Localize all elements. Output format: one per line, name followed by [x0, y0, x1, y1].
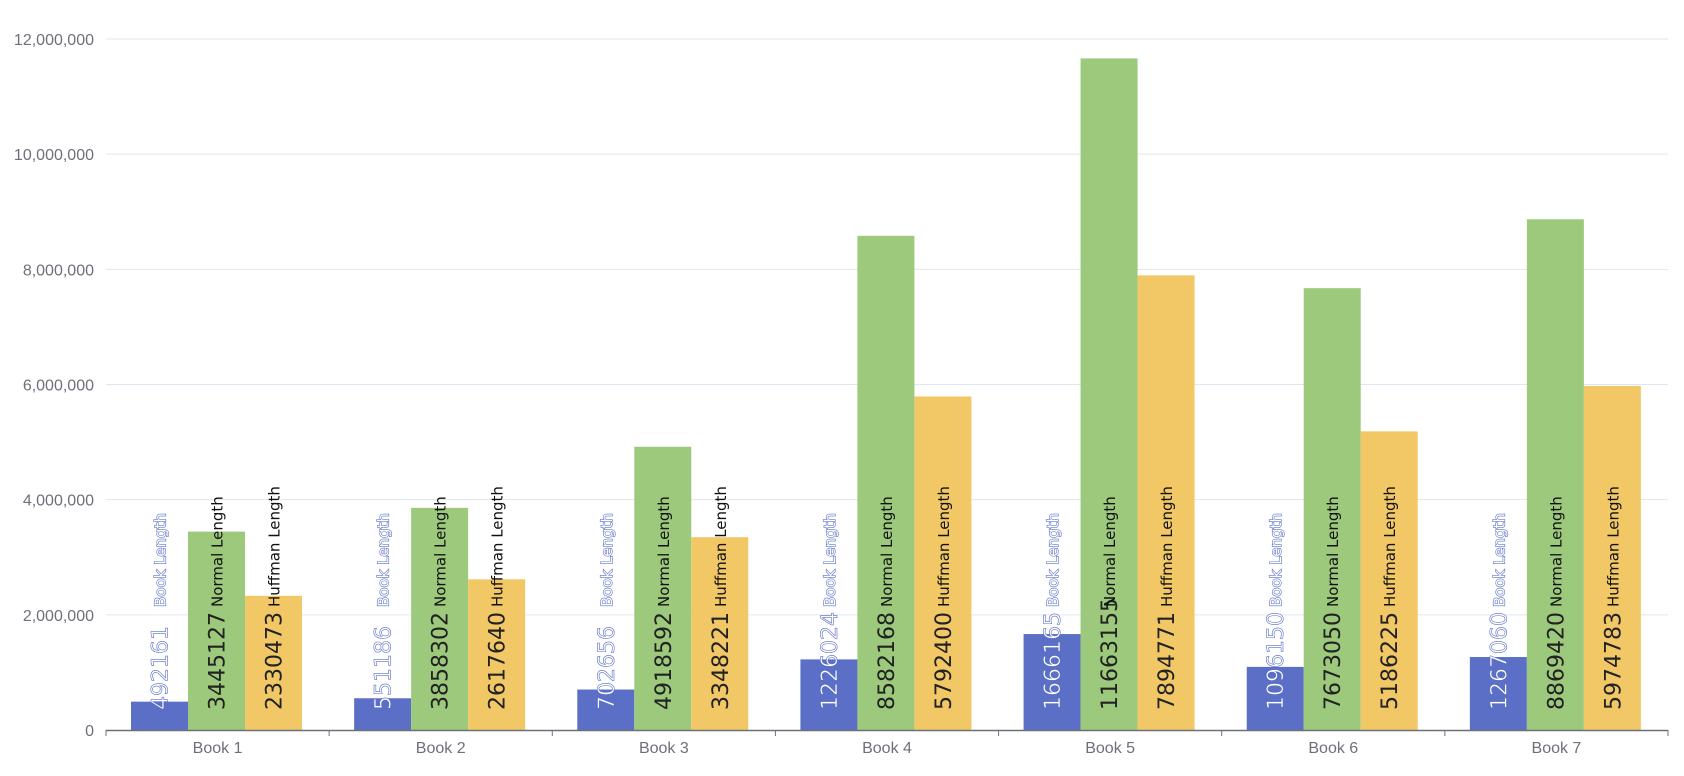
bar-series-label: Normal Length: [1101, 496, 1119, 607]
y-tick-label: 12,000,000: [14, 32, 94, 49]
x-tick-label: Book 2: [416, 740, 466, 757]
x-tick-label: Book 3: [639, 740, 689, 757]
bar-series-label: Huffman Length: [712, 486, 730, 607]
bar: [691, 537, 749, 730]
bar-series-label: Book Length: [1267, 513, 1285, 607]
x-tick-label: Book 1: [193, 740, 243, 757]
y-tick-label: 8,000,000: [23, 262, 94, 279]
bar-series-label: Huffman Length: [935, 486, 953, 607]
bar-value-label: 11663155: [1098, 598, 1123, 710]
bar-series-label: Book Length: [375, 513, 393, 607]
bar-series-label: Book Length: [1044, 513, 1062, 607]
x-tick-label: Book 4: [862, 740, 912, 757]
bar: [1303, 288, 1361, 730]
bar-series-label: Normal Length: [655, 496, 673, 607]
bar-value-label: 1267060: [1487, 612, 1512, 710]
bar-series-label: Huffman Length: [1604, 486, 1622, 607]
y-tick-label: 10,000,000: [14, 147, 94, 164]
bar: [188, 531, 245, 730]
bar-series-label: Book Length: [598, 513, 616, 607]
bar: [1360, 431, 1418, 730]
bar-value-label: 5974783: [1601, 612, 1626, 710]
bar-value-label: 8869420: [1544, 612, 1569, 710]
bar-value-label: 2617640: [486, 612, 511, 710]
bar-value-label: 7673050: [1321, 612, 1346, 710]
bar-series-label: Normal Length: [432, 496, 450, 607]
bar-value-label: 3348221: [709, 612, 734, 710]
bar-series-label: Book Length: [152, 513, 170, 607]
bar-series-label: Book Length: [821, 513, 839, 607]
bar-value-label: 3858302: [429, 612, 454, 710]
x-tick-label: Book 6: [1308, 740, 1358, 757]
bar-series-label: Normal Length: [878, 496, 896, 607]
y-tick-label: 6,000,000: [23, 378, 94, 395]
bar-value-label: 5186225: [1378, 612, 1403, 710]
bar: [1080, 58, 1138, 730]
bar: [1526, 219, 1584, 730]
y-axis: 0 2,000,000 4,000,000 6,000,000 8,000,000 10,…: [14, 32, 94, 740]
bars: [131, 58, 1641, 730]
bar: [411, 507, 469, 730]
y-tick-label: 0: [85, 723, 94, 740]
bar-series-label: Normal Length: [209, 496, 227, 607]
bar: [245, 595, 302, 730]
bar-value-label: 8582168: [875, 612, 900, 710]
bar-series-label: Book Length: [1490, 513, 1508, 607]
bar-value-label: 2330473: [263, 612, 288, 710]
bar: [914, 396, 972, 730]
bar-value-label: 4918592: [652, 612, 677, 710]
bar-series-label: Normal Length: [1324, 496, 1342, 607]
x-tick-label: Book 7: [1532, 740, 1582, 757]
bar: [800, 659, 858, 730]
bar: [468, 579, 526, 730]
bar: [857, 235, 915, 730]
bar-value-label: 1666165: [1041, 612, 1066, 710]
bar: [577, 689, 635, 730]
bar: [634, 446, 692, 730]
bar-value-label: 1226024: [818, 612, 843, 710]
bar-series-label: Normal Length: [1547, 496, 1565, 607]
bar-series-label: Huffman Length: [1381, 486, 1399, 607]
bar: [1246, 666, 1304, 730]
bar: [354, 698, 412, 730]
bar: [1469, 657, 1527, 730]
bar-value-label: 702656: [595, 626, 620, 710]
bar: [131, 701, 188, 730]
bar: [1583, 385, 1641, 730]
bar: [1023, 634, 1081, 730]
bar-series-label: Huffman Length: [1158, 486, 1176, 607]
bar-value-label: 551186: [372, 626, 397, 710]
bar-value-label: 7894771: [1155, 612, 1180, 710]
bar-value-label: 3445127: [206, 612, 231, 710]
bar-value-label: 492161: [149, 626, 174, 710]
bar: [1137, 275, 1195, 730]
bar-value-label: 1096150: [1264, 612, 1289, 710]
bar-series-label: Huffman Length: [266, 486, 284, 607]
y-tick-label: 4,000,000: [23, 493, 94, 510]
y-tick-label: 2,000,000: [23, 608, 94, 625]
bar-series-label: Huffman Length: [489, 486, 507, 607]
x-axis: Book 1 Book 2 Book 3 Book 4 Book 5 Book 6 Book…: [105, 729, 1669, 757]
x-tick-label: Book 5: [1085, 740, 1135, 757]
data-labels: 492161 Book Length 3445127 Normal Length 233…: [148, 486, 1626, 710]
bar-value-label: 5792400: [932, 612, 957, 710]
